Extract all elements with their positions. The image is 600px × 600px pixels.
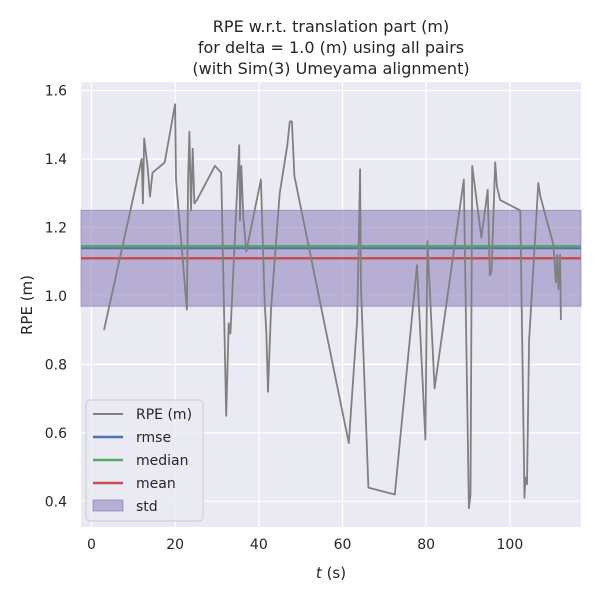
x-tick-label: 40 <box>250 537 268 553</box>
x-axis-label-var: t <box>316 564 323 582</box>
y-tick-label: 1.6 <box>45 84 67 100</box>
y-tick-label: 1.4 <box>45 152 67 168</box>
title-line-3: (with Sim(3) Umeyama alignment) <box>192 59 469 78</box>
legend-label-rmse: rmse <box>136 430 171 446</box>
y-tick-label: 1.0 <box>45 289 67 305</box>
legend-marker-std <box>92 499 124 512</box>
x-tick-label: 60 <box>334 537 352 553</box>
y-tick-label: 0.6 <box>45 426 67 442</box>
rpe-series-line <box>103 103 562 510</box>
x-tick-label: 0 <box>87 537 96 553</box>
x-tick-labels: 0 20 40 60 80 100 <box>87 537 523 553</box>
title-line-1: RPE w.r.t. translation part (m) <box>213 17 449 36</box>
x-tick-label: 20 <box>166 537 184 553</box>
x-tick-label: 80 <box>417 537 435 553</box>
legend: RPE (m) rmse median mean std <box>85 399 204 522</box>
y-axis-label: RPE (m) <box>18 275 36 335</box>
x-axis-label: t (s) <box>316 564 346 582</box>
x-tick-label: 100 <box>497 537 524 553</box>
legend-box <box>85 399 204 522</box>
y-tick-labels: 0.4 0.6 0.8 1.0 1.2 1.4 1.6 <box>45 84 67 511</box>
stat-lines <box>81 245 581 260</box>
legend-label-mean: mean <box>136 476 176 492</box>
legend-label-rpe: RPE (m) <box>136 407 192 423</box>
title-line-2: for delta = 1.0 (m) using all pairs <box>198 38 464 57</box>
x-axis-label-unit: (s) <box>322 564 346 582</box>
y-tick-label: 0.4 <box>45 494 67 510</box>
legend-label-std: std <box>136 499 158 515</box>
chart-title: RPE w.r.t. translation part (m) for delt… <box>192 17 469 78</box>
legend-label-median: median <box>136 453 188 469</box>
y-tick-label: 1.2 <box>45 220 67 236</box>
y-tick-label: 0.8 <box>45 357 67 373</box>
